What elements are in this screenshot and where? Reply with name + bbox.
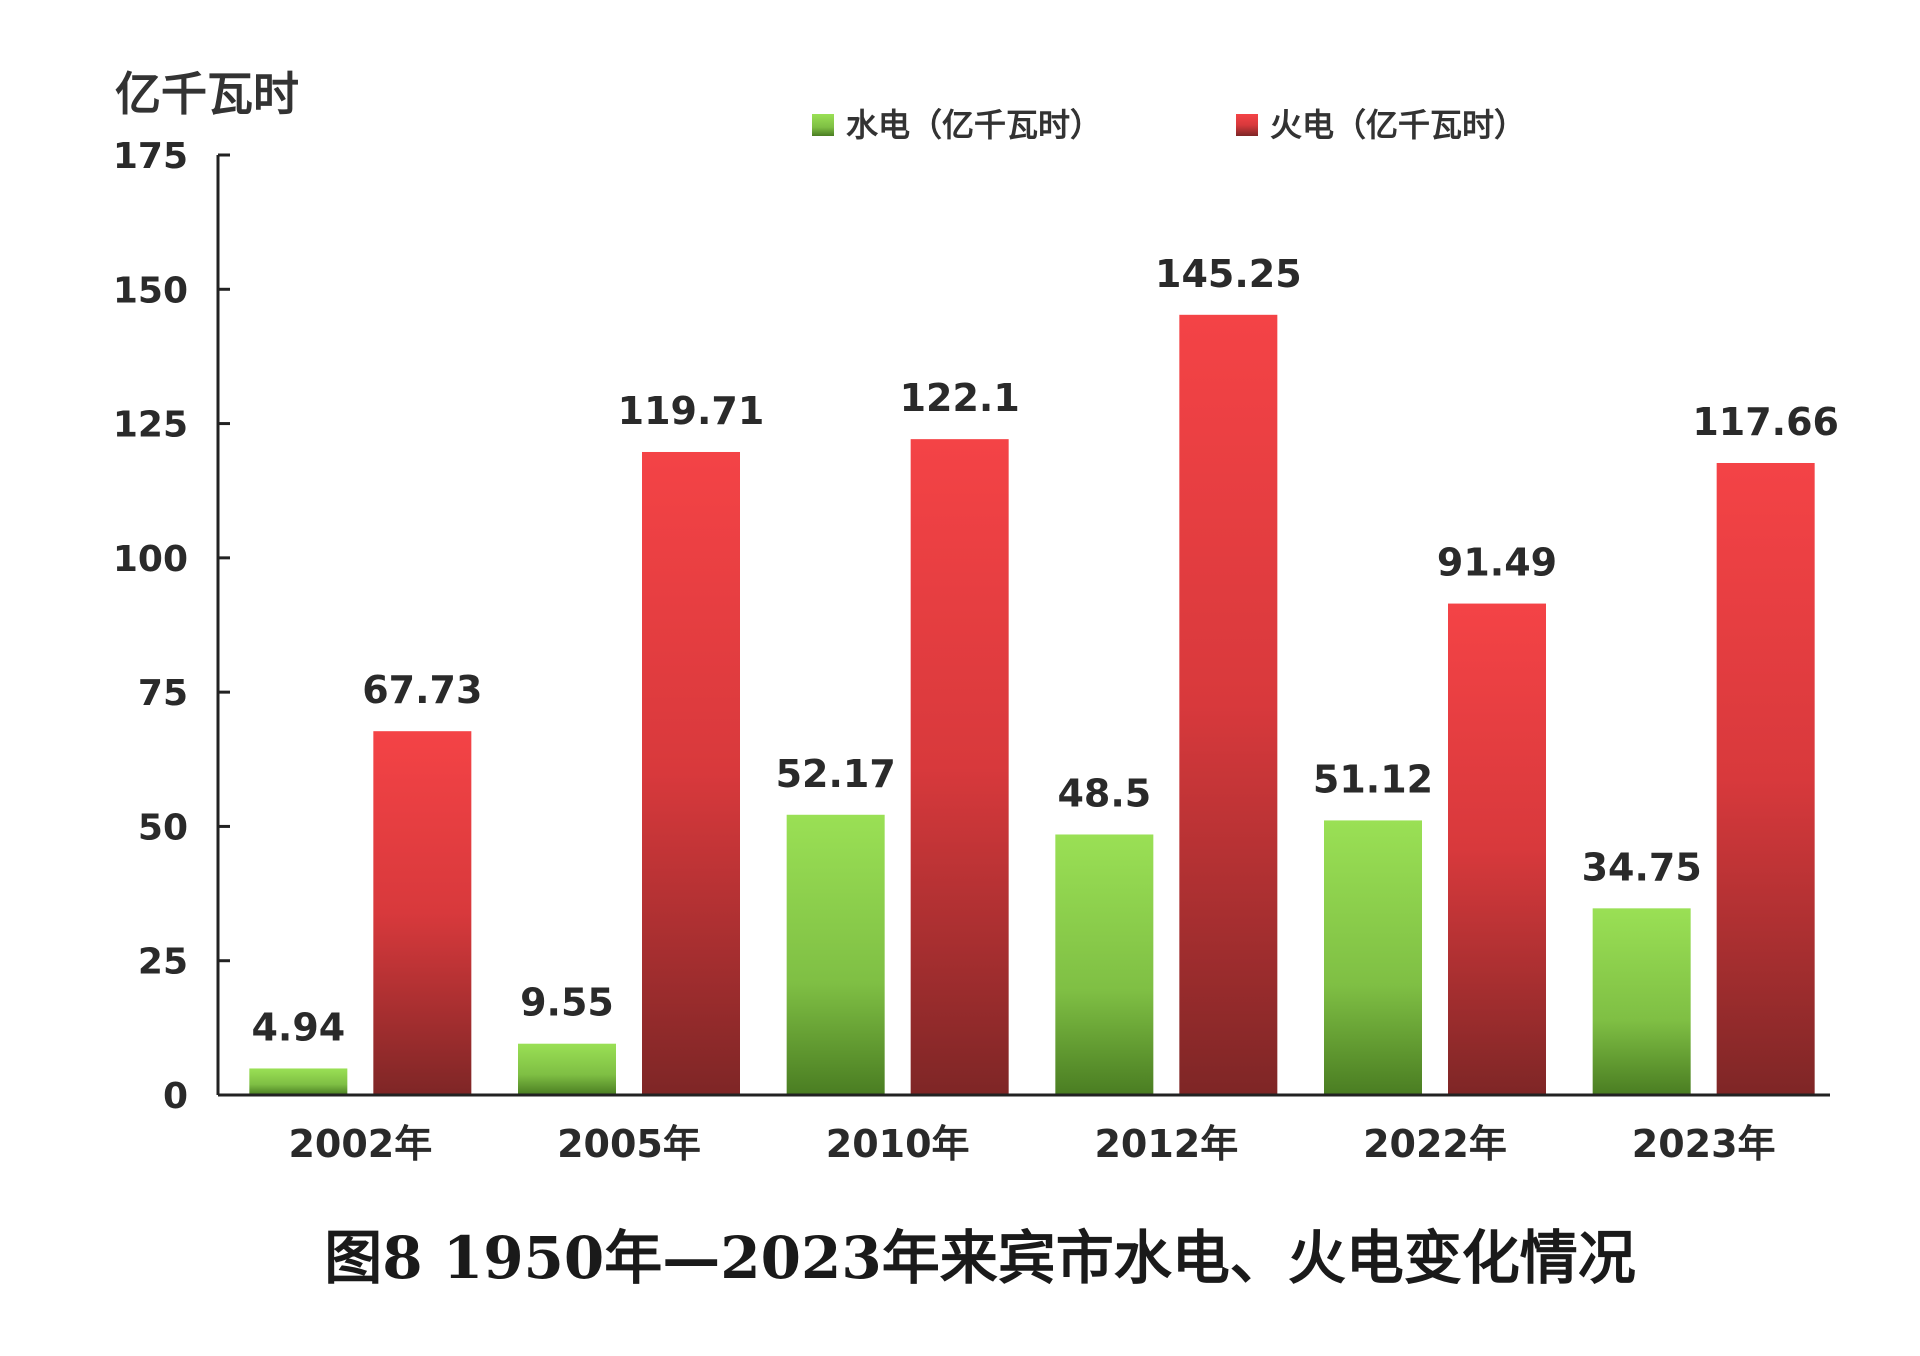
x-tick-label: 2010年 (826, 1122, 970, 1166)
bar-thermal (1716, 462, 1815, 1096)
data-label-thermal: 119.71 (618, 389, 765, 433)
data-label-hydro: 51.12 (1313, 757, 1433, 801)
y-tick-label: 75 (138, 673, 188, 714)
chart-title: 图8 1950年—2023年来宾市水电、火电变化情况 (324, 1224, 1635, 1292)
bar-hydro (1055, 834, 1154, 1095)
legend-label-hydro: 水电（亿千瓦时） (846, 106, 1102, 144)
y-tick-label: 125 (113, 405, 188, 446)
legend: 水电（亿千瓦时） 火电（亿千瓦时） (812, 106, 1526, 144)
y-tick-label: 0 (163, 1076, 188, 1117)
legend-label-thermal: 火电（亿千瓦时） (1270, 106, 1526, 144)
legend-swatch-hydro (812, 114, 834, 136)
y-tick-label: 175 (113, 136, 188, 177)
y-tick-label: 100 (113, 539, 188, 580)
bar-hydro (1592, 908, 1691, 1095)
data-label-thermal: 67.73 (362, 668, 482, 712)
data-label-hydro: 9.55 (520, 981, 614, 1025)
legend-swatch-thermal (1236, 114, 1258, 136)
bar-thermal (1179, 314, 1278, 1095)
data-label-hydro: 52.17 (776, 752, 896, 796)
bar-thermal (373, 731, 472, 1095)
y-tick-label: 150 (113, 270, 188, 311)
y-tick-label: 50 (138, 807, 188, 848)
bar-hydro (518, 1043, 616, 1095)
bar-thermal (642, 451, 740, 1095)
bar-hydro (249, 1068, 348, 1095)
x-tick-label: 2002年 (288, 1122, 432, 1166)
y-tick-label: 25 (138, 942, 188, 983)
bar-hydro (1324, 820, 1422, 1095)
x-tick-label: 2022年 (1363, 1122, 1507, 1166)
bar-hydro (786, 814, 885, 1095)
data-label-thermal: 117.66 (1692, 400, 1839, 444)
y-axis-unit: 亿千瓦时 (115, 67, 299, 121)
data-label-thermal: 122.1 (900, 376, 1020, 420)
x-tick-label: 2012年 (1094, 1122, 1238, 1166)
x-axis: 2002年 2005年 2010年 2012年 2022年 2023年 (218, 1093, 1830, 1166)
plot-area: 4.94 67.73 9.55 119.71 52.17 122.1 48.5 145.25 5… (249, 252, 1839, 1096)
x-tick-label: 2023年 (1632, 1122, 1776, 1166)
x-tick-label: 2005年 (557, 1122, 701, 1166)
bar-thermal (910, 439, 1009, 1095)
data-label-hydro: 34.75 (1582, 845, 1702, 889)
data-label-hydro: 48.5 (1057, 771, 1151, 815)
bar-thermal (1448, 603, 1546, 1095)
data-label-thermal: 91.49 (1437, 541, 1557, 585)
data-label-hydro: 4.94 (251, 1005, 345, 1049)
data-label-thermal: 145.25 (1155, 252, 1302, 296)
y-axis: 0 25 50 75 100 125 150 175 (113, 136, 230, 1117)
